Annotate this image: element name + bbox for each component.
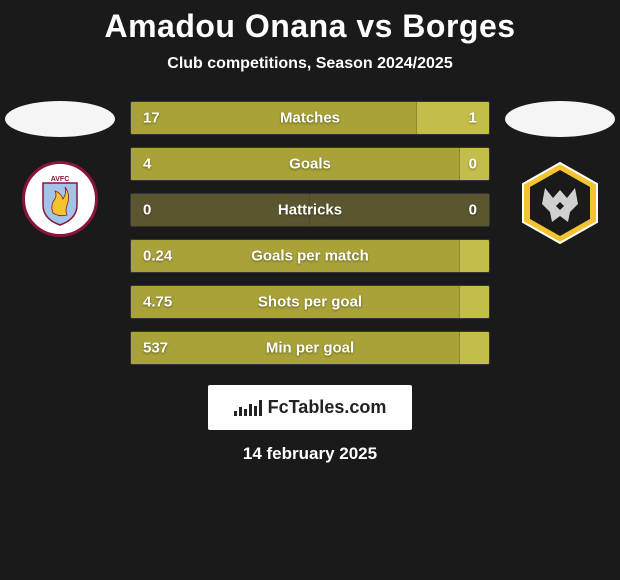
stat-row: 537 Min per goal — [130, 331, 490, 365]
player-right-column — [500, 101, 620, 243]
stat-value-right: 1 — [469, 110, 477, 127]
footer: FcTables.com 14 february 2025 — [0, 385, 620, 464]
stat-value-left: 0.24 — [143, 248, 172, 265]
stat-label: Min per goal — [266, 340, 354, 357]
stat-bar-right — [460, 286, 489, 318]
stat-value-left: 0 — [143, 202, 151, 219]
stat-bar-right — [460, 240, 489, 272]
stat-value-left: 4.75 — [143, 294, 172, 311]
wolves-icon — [517, 160, 603, 246]
brand-chart-icon — [234, 400, 262, 416]
stat-value-left: 4 — [143, 156, 151, 173]
player-left-silhouette — [5, 101, 115, 137]
stat-bar-right — [417, 102, 489, 134]
stat-row: 0.24 Goals per match — [130, 239, 490, 273]
stat-label: Goals — [289, 156, 331, 173]
comparison-card: Amadou Onana vs Borges Club competitions… — [0, 0, 620, 464]
team-left-crest: AVFC — [10, 159, 110, 239]
brand-text: FcTables.com — [268, 397, 387, 418]
aston-villa-icon: AVFC — [22, 161, 98, 237]
stat-bar-left — [131, 102, 417, 134]
chart-area: AVFC 17 1 Matches 4 0 Goals 0 0 Hattricks 0.24 Goa… — [0, 101, 620, 365]
stat-row: 4 0 Goals — [130, 147, 490, 181]
stat-value-right: 0 — [469, 156, 477, 173]
team-right-crest — [510, 163, 610, 243]
page-title: Amadou Onana vs Borges — [0, 8, 620, 45]
stat-label: Hattricks — [278, 202, 342, 219]
player-right-silhouette — [505, 101, 615, 137]
player-left-column: AVFC — [0, 101, 120, 239]
stat-row: 0 0 Hattricks — [130, 193, 490, 227]
stats-bars: 17 1 Matches 4 0 Goals 0 0 Hattricks 0.24 Goals pe… — [130, 101, 490, 365]
stat-value-left: 17 — [143, 110, 160, 127]
date-text: 14 february 2025 — [243, 444, 377, 464]
stat-label: Goals per match — [251, 248, 369, 265]
stat-label: Shots per goal — [258, 294, 362, 311]
brand-badge: FcTables.com — [208, 385, 413, 430]
stat-value-left: 537 — [143, 340, 168, 357]
stat-label: Matches — [280, 110, 340, 127]
stat-row: 4.75 Shots per goal — [130, 285, 490, 319]
stat-value-right: 0 — [469, 202, 477, 219]
subtitle: Club competitions, Season 2024/2025 — [0, 55, 620, 73]
svg-text:AVFC: AVFC — [51, 176, 70, 183]
stat-bar-right — [460, 332, 489, 364]
stat-row: 17 1 Matches — [130, 101, 490, 135]
